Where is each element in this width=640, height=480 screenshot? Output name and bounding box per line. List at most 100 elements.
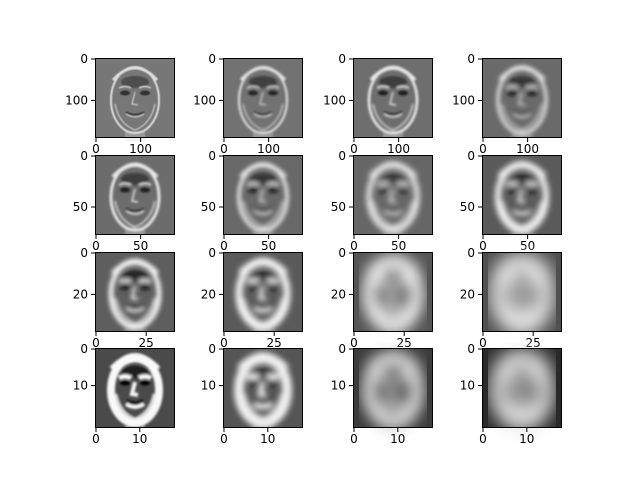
- mouth: [512, 111, 532, 116]
- panel-frame: [482, 348, 562, 428]
- hair-line: [238, 258, 288, 277]
- right-brow: [138, 85, 152, 89]
- y-tick-label: 0: [80, 52, 88, 66]
- x-tick-label: 50: [520, 239, 535, 253]
- forehead-shadow: [508, 76, 536, 88]
- x-tick-label: 0: [350, 142, 358, 156]
- nose: [130, 285, 139, 301]
- right-brow: [138, 182, 152, 186]
- lip-highlight: [512, 209, 532, 216]
- lip-highlight: [512, 113, 532, 118]
- mouth: [253, 207, 273, 213]
- left-brow: [503, 371, 521, 383]
- panel-r2-c2: 0 50 0 50: [201, 149, 303, 253]
- left-brow: [246, 182, 260, 186]
- hair-line: [111, 66, 159, 82]
- nose: [131, 188, 139, 203]
- hair-line: [111, 163, 159, 179]
- x-tick-label: 50: [133, 239, 148, 253]
- lip-highlight: [382, 400, 404, 411]
- mouth: [125, 304, 145, 311]
- y-tick-label: 10: [460, 379, 475, 393]
- panel-frame: [353, 155, 433, 235]
- left-brow: [505, 181, 519, 187]
- y-tick-label: 100: [323, 93, 346, 107]
- x-tick-label: 0: [479, 336, 487, 350]
- hair-line: [497, 161, 547, 180]
- lip-highlight: [253, 306, 273, 313]
- face: [495, 161, 549, 238]
- nose: [514, 381, 526, 399]
- hair-line: [236, 352, 290, 374]
- right-brow: [138, 279, 152, 284]
- x-tick-label: 0: [350, 432, 358, 446]
- panel-background: [482, 58, 562, 138]
- jaw-line: [500, 200, 544, 229]
- panel-frame: [353, 348, 433, 428]
- y-tick-label: 100: [65, 93, 88, 107]
- right-eye: [268, 90, 278, 96]
- face: [367, 65, 419, 141]
- x-tick-label: 0: [350, 336, 358, 350]
- hair-line: [368, 162, 418, 180]
- panel-background: [95, 58, 175, 138]
- y-tick-label: 50: [331, 200, 346, 214]
- mouth: [383, 111, 403, 116]
- panel-background: [353, 58, 433, 138]
- mouth: [383, 207, 403, 214]
- right-eye: [527, 284, 537, 290]
- lip-highlight: [383, 113, 403, 118]
- jaw-line: [497, 297, 547, 329]
- lip-highlight: [124, 402, 146, 409]
- y-tick-label: 0: [208, 52, 216, 66]
- panel-r1-c3: 0 100 0 100: [323, 52, 433, 156]
- hair-line: [239, 162, 287, 179]
- nose: [385, 381, 397, 399]
- panel-frame: [482, 58, 562, 138]
- left-eye: [120, 284, 130, 290]
- face: [109, 162, 161, 238]
- right-brow: [266, 278, 280, 284]
- y-tick-label: 0: [208, 149, 216, 163]
- neck: [512, 325, 532, 335]
- left-eye: [378, 284, 388, 290]
- nose: [256, 381, 267, 398]
- hair-line: [498, 65, 546, 82]
- face: [363, 255, 423, 335]
- y-tick-label: 0: [467, 52, 475, 66]
- x-tick-label: 0: [92, 432, 100, 446]
- x-tick-label: 100: [129, 142, 152, 156]
- left-eye: [507, 90, 517, 96]
- lip-highlight: [125, 306, 145, 313]
- right-brow: [525, 181, 539, 187]
- hair-line: [239, 66, 287, 82]
- y-tick-label: 0: [338, 52, 346, 66]
- panel-r1-c4: 0 100 0 100: [452, 52, 562, 156]
- jaw-line: [240, 297, 286, 327]
- y-tick-label: 0: [338, 149, 346, 163]
- left-brow: [375, 276, 391, 286]
- hair-line: [369, 66, 417, 82]
- x-tick-label: 50: [261, 239, 276, 253]
- right-brow: [395, 276, 411, 286]
- left-eye: [507, 284, 517, 290]
- right-eye: [527, 380, 537, 386]
- x-tick-label: 10: [519, 432, 534, 446]
- right-brow: [266, 85, 280, 89]
- right-brow: [137, 374, 153, 381]
- neck: [383, 421, 403, 431]
- jaw-line: [501, 103, 543, 132]
- y-tick-label: 10: [201, 379, 216, 393]
- x-tick-label: 0: [350, 239, 358, 253]
- panel-frame: [353, 58, 433, 138]
- x-tick-label: 0: [220, 432, 228, 446]
- y-tick-label: 0: [467, 342, 475, 356]
- jaw-line: [114, 200, 156, 228]
- face: [235, 257, 291, 335]
- jaw-line: [242, 103, 284, 131]
- right-brow: [266, 182, 280, 186]
- y-tick-label: 0: [467, 149, 475, 163]
- face: [237, 162, 289, 238]
- neck: [253, 131, 273, 141]
